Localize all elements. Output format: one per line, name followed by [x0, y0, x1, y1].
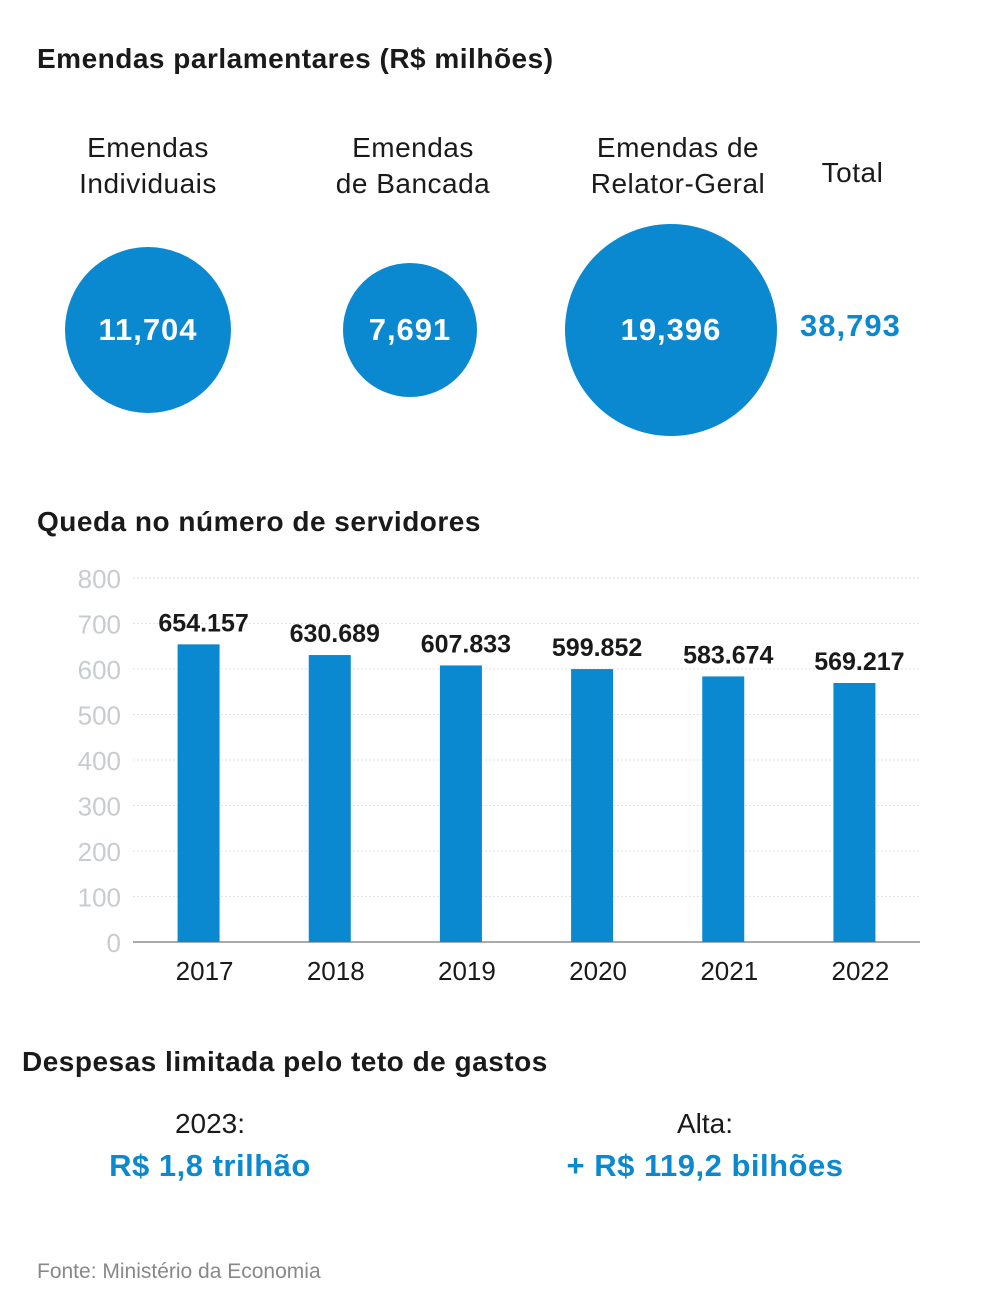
y-tick-label: 600 — [78, 655, 121, 685]
label-line: Relator-Geral — [590, 168, 766, 199]
source-note: Fonte: Ministério da Economia — [37, 1260, 321, 1283]
total-value: 38,793 — [800, 308, 901, 343]
y-tick-label: 200 — [78, 837, 121, 867]
data-label: 599.852 — [552, 634, 642, 662]
data-label: 569.217 — [814, 648, 904, 676]
label-relator: Emendas de Relator-Geral — [563, 130, 793, 202]
x-tick-label: 2021 — [700, 956, 758, 986]
data-label: 654.157 — [158, 609, 248, 637]
x-tick-label: 2018 — [307, 956, 365, 986]
bar — [308, 655, 351, 942]
label-line: Emendas — [352, 132, 474, 163]
section1-title: Emendas parlamentares (R$ milhões) — [37, 43, 554, 74]
label-line: Emendas — [87, 132, 209, 163]
label-total: Total — [821, 157, 884, 188]
left-value: R$ 1,8 trilhão — [109, 1148, 311, 1183]
data-label: 630.689 — [290, 620, 380, 648]
y-tick-label: 700 — [78, 610, 121, 640]
x-tick-label: 2020 — [569, 956, 627, 986]
bar — [177, 644, 220, 942]
left-label: 2023: — [174, 1108, 246, 1139]
y-tick-label: 400 — [78, 746, 121, 776]
y-tick-label: 800 — [78, 564, 121, 594]
y-tick-label: 0 — [107, 928, 121, 958]
bar — [702, 676, 745, 942]
bar — [439, 665, 482, 942]
right-label: Alta: — [676, 1108, 734, 1139]
data-label: 583.674 — [683, 641, 773, 669]
data-label: 607.833 — [421, 630, 511, 658]
chart-title: Queda no número de servidores — [37, 506, 481, 537]
circle-bancada: 7,691 — [343, 263, 477, 397]
bar-chart: 0 100 200 300 400 500 600 700 800 654.157 2017 630.… — [78, 564, 920, 986]
y-tick-label: 300 — [78, 792, 121, 822]
right-value: + R$ 119,2 bilhões — [566, 1148, 844, 1183]
label-individuais: Emendas Individuais — [48, 130, 248, 202]
y-tick-label: 500 — [78, 701, 121, 731]
x-tick-label: 2017 — [176, 956, 234, 986]
label-line: de Bancada — [335, 168, 491, 199]
y-tick-label: 100 — [78, 883, 121, 913]
bar — [571, 669, 614, 942]
x-tick-label: 2019 — [438, 956, 496, 986]
label-line: Emendas de — [596, 132, 760, 163]
label-line: Individuais — [79, 168, 217, 199]
section3-title: Despesas limitada pelo teto de gastos — [22, 1046, 548, 1077]
label-bancada: Emendas de Bancada — [303, 130, 523, 202]
x-tick-label: 2022 — [831, 956, 889, 986]
circle-individuais: 11,704 — [65, 247, 231, 413]
bar — [833, 683, 876, 942]
circle-relator: 19,396 — [565, 224, 777, 436]
